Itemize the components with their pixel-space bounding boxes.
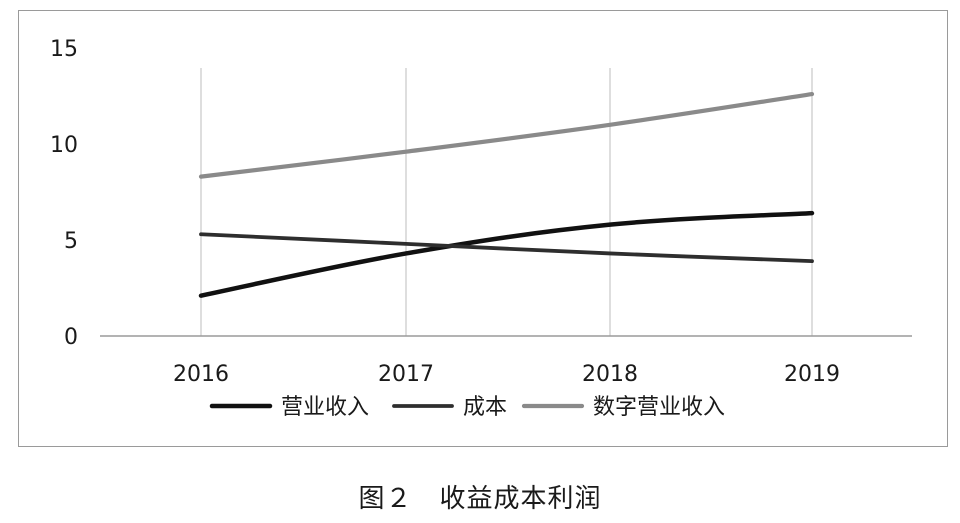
y-tick-label: 5 bbox=[64, 229, 78, 254]
legend-label: 成本 bbox=[463, 395, 507, 420]
series-line-1 bbox=[199, 232, 814, 264]
legend-item-2: 数字营业收入 bbox=[521, 395, 725, 420]
legend-label: 数字营业收入 bbox=[593, 395, 725, 420]
y-tick-label: 10 bbox=[50, 133, 78, 158]
figure-caption: 图２ 收益成本利润 bbox=[358, 484, 602, 514]
x-tick-label: 2017 bbox=[378, 362, 434, 387]
series-line-2 bbox=[198, 91, 815, 179]
x-tick-label: 2016 bbox=[173, 362, 229, 387]
y-tick-label: 0 bbox=[64, 325, 78, 350]
x-tick-label: 2018 bbox=[582, 362, 638, 387]
legend: 营业收入 成本 数字营业收入 bbox=[209, 395, 725, 420]
series-lines bbox=[198, 91, 815, 298]
x-tick-labels: 2016 2017 2018 2019 bbox=[173, 362, 840, 387]
grid-lines bbox=[200, 68, 813, 336]
y-tick-labels: 0 5 10 15 bbox=[50, 37, 78, 350]
legend-item-0: 营业收入 bbox=[209, 395, 369, 420]
legend-item-1: 成本 bbox=[392, 395, 507, 420]
y-tick-label: 15 bbox=[50, 37, 78, 62]
chart-frame bbox=[18, 10, 948, 447]
legend-label: 营业收入 bbox=[281, 395, 369, 420]
series-line-0 bbox=[198, 210, 815, 298]
x-tick-label: 2019 bbox=[784, 362, 840, 387]
